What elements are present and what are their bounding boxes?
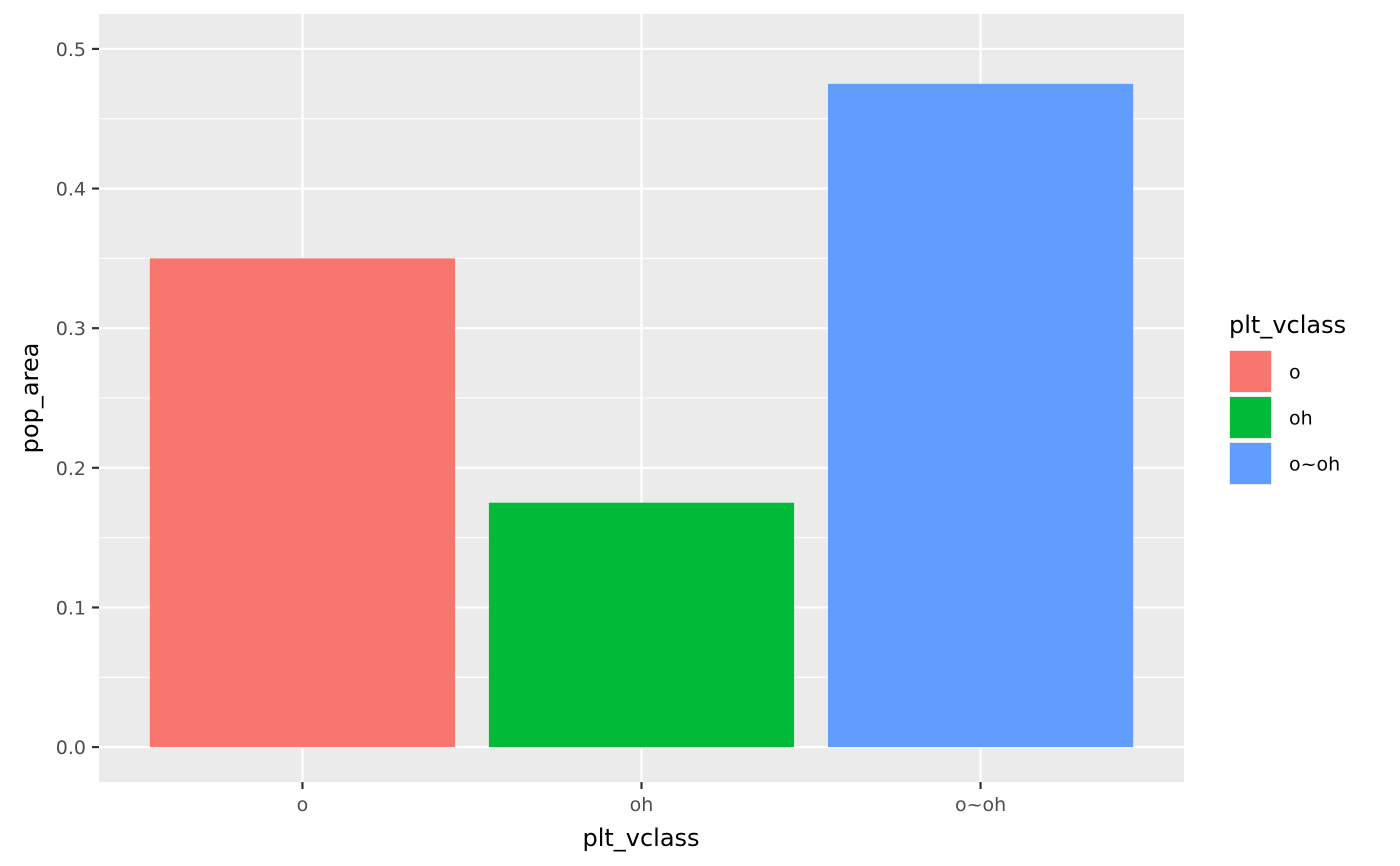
bar-o bbox=[149, 258, 456, 748]
legend-label-oh: oh bbox=[1289, 408, 1313, 430]
x-tick-label: o~oh bbox=[955, 794, 1006, 816]
legend-key-o~oh bbox=[1230, 443, 1271, 484]
legend: plt_vclass o oh o~oh bbox=[1229, 311, 1346, 485]
legend-key-o bbox=[1230, 351, 1271, 392]
y-tick-label: 0.0 bbox=[56, 737, 86, 759]
legend-key-oh bbox=[1230, 397, 1271, 438]
bars bbox=[149, 83, 1134, 748]
bar-oh bbox=[488, 502, 795, 748]
bar-o~oh bbox=[827, 83, 1134, 748]
legend-title: plt_vclass bbox=[1229, 311, 1346, 339]
y-tick-label: 0.4 bbox=[56, 179, 86, 201]
x-axis: o oh o~oh bbox=[297, 782, 1006, 816]
legend-label-o~oh: o~oh bbox=[1289, 454, 1340, 476]
x-tick-label: o bbox=[297, 794, 309, 816]
y-tick-label: 0.3 bbox=[56, 318, 86, 340]
legend-label-o: o bbox=[1289, 362, 1301, 384]
x-tick-label: oh bbox=[630, 794, 654, 816]
y-tick-label: 0.5 bbox=[56, 39, 86, 61]
y-axis: 0.0 0.1 0.2 0.3 0.4 0.5 bbox=[56, 39, 99, 759]
y-axis-title: pop_area bbox=[16, 343, 44, 454]
y-tick-label: 0.2 bbox=[56, 458, 86, 480]
x-axis-title: plt_vclass bbox=[582, 824, 699, 852]
y-tick-label: 0.1 bbox=[56, 597, 86, 619]
